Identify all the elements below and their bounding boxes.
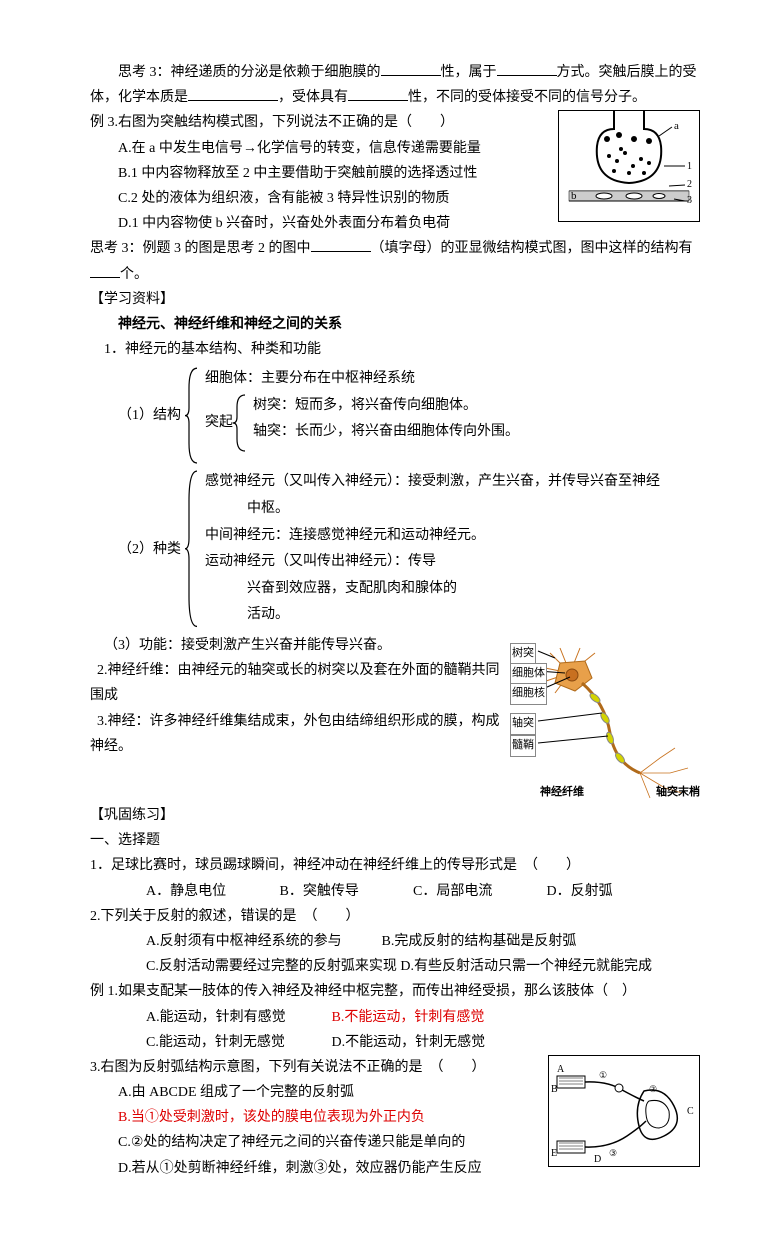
- svg-text:3: 3: [687, 195, 692, 206]
- svg-text:D: D: [594, 1154, 601, 1165]
- exq1-b: B.不能运动，针刺有感觉: [332, 1010, 485, 1025]
- kind-1b: 中枢。: [205, 496, 660, 523]
- tuqi-2: 轴突：长而少，将兴奋由细胞体传向外围。: [253, 419, 519, 446]
- exq1-ab: A.能运动，针刺有感觉 B.不能运动，针刺有感觉: [90, 1005, 700, 1030]
- svg-text:A: A: [557, 1064, 565, 1075]
- neuron-l7: 轴突末梢: [656, 783, 700, 803]
- q1-stem: 1．足球比赛时，球员踢球瞬间，神经冲动在神经纤维上的传导形式是 （ ）: [90, 853, 700, 878]
- exq1-cd: C.能运动，针刺无感觉 D.不能运动，针刺无感觉: [90, 1030, 700, 1055]
- reflex-figure: A B C D E ① ② ③: [548, 1055, 700, 1167]
- t3-prefix: 思考 3：神经递质的分泌是依赖于细胞膜的: [118, 65, 381, 80]
- neuron-l5: 髓鞘: [510, 735, 536, 757]
- svg-text:b: b: [571, 190, 577, 202]
- q2c: C.反射活动需要经过完整的反射弧来实现: [118, 954, 397, 979]
- t3-mid1: 性，属于: [441, 65, 497, 80]
- q1-opts: A．静息电位 B．突触传导 C．局部电流 D．反射弧: [90, 879, 700, 904]
- q2-ab: A.反射须有中枢神经系统的参与 B.完成反射的结构基础是反射弧: [90, 929, 700, 954]
- brace-icon: [185, 469, 199, 629]
- neuron-l6: 神经纤维: [540, 783, 584, 803]
- kind-3b: 兴奋到效应器，支配肌肉和腺体的: [205, 576, 660, 603]
- kind-brace: （2）种类 感觉神经元（又叫传入神经元）：接受刺激，产生兴奋，并传导兴奋至神经 …: [118, 469, 700, 629]
- blank: [188, 86, 278, 101]
- exq1-a: A.能运动，针刺有感觉: [118, 1005, 328, 1030]
- blank: [90, 263, 120, 278]
- struct-label: （1）结构: [118, 366, 185, 465]
- q2d: D.有些反射活动只需一个神经元就能完成: [400, 959, 652, 974]
- neuron-l3: 细胞核: [510, 683, 547, 705]
- neuron-l4: 轴突: [510, 713, 536, 735]
- blank: [311, 237, 371, 252]
- q1c: C．局部电流: [385, 879, 515, 904]
- struct-body: 细胞体：主要分布在中枢神经系统: [205, 366, 519, 393]
- tuqi-label: 突起: [205, 393, 233, 453]
- svg-text:③: ③: [609, 1148, 617, 1158]
- neuron-figure: 树突 细胞体 细胞核 轴突 髓鞘 神经纤维 轴突末梢: [510, 633, 700, 803]
- svg-text:B: B: [551, 1084, 558, 1095]
- neuron-l1: 树突: [510, 643, 536, 665]
- exq1-stem: 例 1.如果支配某一肢体的传入神经及神经中枢完整，而传出神经受损，那么该肢体（ …: [90, 979, 700, 1004]
- svg-text:②: ②: [649, 1084, 657, 1094]
- q1b: B．突触传导: [252, 879, 382, 904]
- tuqi-1: 树突：短而多，将兴奋传向细胞体。: [253, 393, 519, 420]
- learn-heading: 【学习资料】: [90, 287, 700, 312]
- blank: [381, 61, 441, 76]
- think3-para: 思考 3：神经递质的分泌是依赖于细胞膜的性，属于方式。突触后膜上的受体，化学本质…: [90, 60, 700, 110]
- svg-text:1: 1: [687, 161, 692, 172]
- svg-text:2: 2: [687, 179, 692, 190]
- kind-3c: 活动。: [205, 602, 660, 629]
- brace-icon: [233, 393, 247, 453]
- blank: [348, 86, 408, 101]
- blank: [497, 61, 557, 76]
- svg-text:E: E: [551, 1148, 557, 1159]
- think3b-end: 个。: [120, 267, 148, 282]
- q2a: A.反射须有中枢神经系统的参与: [118, 929, 378, 954]
- practice-heading: 【巩固练习】: [90, 803, 700, 828]
- svg-text:a: a: [674, 120, 679, 132]
- svg-text:①: ①: [599, 1070, 607, 1080]
- think3b-post: （填字母）的亚显微结构模式图，图中这样的结构有: [371, 241, 693, 256]
- q2-stem: 2.下列关于反射的叙述，错误的是 （ ）: [90, 904, 700, 929]
- t3-mid3: ，受体具有: [278, 90, 348, 105]
- q1d: D．反射弧: [519, 879, 649, 904]
- struct-brace: （1）结构 细胞体：主要分布在中枢神经系统 突起 树突：短而多，将兴奋传向细胞体…: [118, 366, 700, 465]
- kind-label: （2）种类: [118, 469, 185, 629]
- synapse-figure: a b 1 2 3: [558, 110, 700, 222]
- svg-text:C: C: [687, 1106, 694, 1117]
- exq1-c: C.能运动，针刺无感觉: [118, 1030, 328, 1055]
- exq1-d: D.不能运动，针刺无感觉: [332, 1035, 486, 1050]
- kind-3a: 运动神经元（又叫传出神经元）：传导: [205, 549, 660, 576]
- think3b: 思考 3：例题 3 的图是思考 2 的图中 （填字母）的亚显微结构模式图，图中这样…: [90, 236, 700, 286]
- rel-title: 神经元、神经纤维和神经之间的关系: [90, 312, 700, 337]
- q1a: A．静息电位: [118, 879, 248, 904]
- q2-cd: C.反射活动需要经过完整的反射弧来实现 D.有些反射活动只需一个神经元就能完成: [90, 954, 700, 979]
- sec1: 1．神经元的基本结构、种类和功能: [90, 337, 700, 362]
- q2b: B.完成反射的结构基础是反射弧: [382, 934, 577, 949]
- choice-heading: 一、选择题: [90, 828, 700, 853]
- neuron-l2: 细胞体: [510, 663, 547, 685]
- think3b-pre: 思考 3：例题 3 的图是思考 2 的图中: [90, 241, 311, 256]
- kind-2: 中间神经元：连接感觉神经元和运动神经元。: [205, 523, 660, 550]
- kind-1a: 感觉神经元（又叫传入神经元）：接受刺激，产生兴奋，并传导兴奋至神经: [205, 469, 660, 496]
- brace-icon: [185, 366, 199, 465]
- t3-mid4: 性，不同的受体接受不同的信号分子。: [408, 90, 646, 105]
